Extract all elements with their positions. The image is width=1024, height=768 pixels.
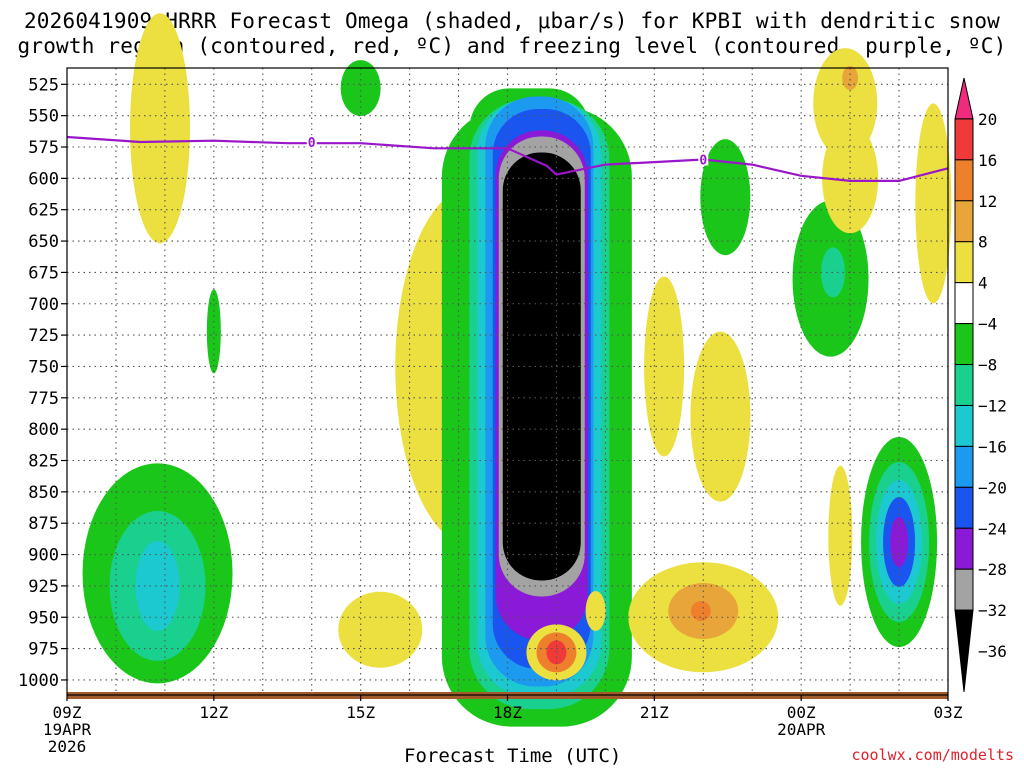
omega-region-left-cyan xyxy=(135,540,180,631)
y-tick-label-525: 525 xyxy=(28,75,59,95)
colorbar-segment-12 xyxy=(954,568,974,611)
freezing-level-contour: 00 xyxy=(66,134,949,182)
colorbar-label-9: −20 xyxy=(978,478,1007,497)
x-tick-date-00Z: 20APR xyxy=(777,720,826,739)
x-axis-label: Forecast Time (UTC) xyxy=(404,745,622,767)
axes: 525 550 575 600 625 650 675 700 725 750 775 800 825 8… xyxy=(18,67,963,756)
colorbar-segment-9 xyxy=(954,445,974,488)
omega-region-yellow-23z xyxy=(690,331,751,502)
x-tick-label-21Z: 21Z xyxy=(640,703,669,722)
x-tick-label-03Z: 03Z xyxy=(934,703,963,722)
x-tick-label-12Z: 12Z xyxy=(199,703,228,722)
colorbar-label-12: −32 xyxy=(978,601,1007,620)
y-tick-label-750: 750 xyxy=(28,357,59,377)
x-tick-label-18Z: 18Z xyxy=(493,703,522,722)
colorbar-segment-5 xyxy=(954,282,974,325)
colorbar-top-triangle xyxy=(954,77,974,120)
colorbar-label-13: −36 xyxy=(978,642,1007,661)
freezing-level-line xyxy=(66,135,949,182)
omega-region-upper-yellow xyxy=(129,13,190,244)
omega-region-top-yellow-right xyxy=(813,48,878,159)
omega-region-small-yellow xyxy=(585,590,606,631)
colorbar-segment-6 xyxy=(954,323,974,366)
y-tick-label-725: 725 xyxy=(28,326,59,346)
y-tick-label-550: 550 xyxy=(28,107,59,127)
colorbar-label-2: 12 xyxy=(978,192,997,211)
y-tick-label-600: 600 xyxy=(28,169,59,189)
colorbar-segment-2 xyxy=(954,159,974,202)
colorbar-segment-11 xyxy=(954,527,974,570)
y-tick-label-650: 650 xyxy=(28,232,59,252)
y-tick-label-975: 975 xyxy=(28,640,59,660)
colorbar-bottom-triangle xyxy=(954,609,974,693)
y-tick-label-800: 800 xyxy=(28,420,59,440)
colorbar-label-10: −24 xyxy=(978,519,1007,538)
colorbar-label-0: 20 xyxy=(978,110,997,129)
colorbar-label-6: −8 xyxy=(978,356,997,375)
y-tick-label-850: 850 xyxy=(28,483,59,503)
omega-region-top-green xyxy=(340,60,381,117)
credit-text: coolwx.com/modelts xyxy=(851,746,1014,764)
y-tick-label-625: 625 xyxy=(28,201,59,221)
freezing-label-0: 0 xyxy=(308,136,316,151)
y-tick-label-950: 950 xyxy=(28,608,59,628)
freezing-label-bg-1 xyxy=(698,152,709,166)
y-tick-label-875: 875 xyxy=(28,514,59,534)
omega-region-green-streak xyxy=(206,289,221,374)
colorbar-label-3: 8 xyxy=(978,233,988,252)
y-tick-label-1000: 1000 xyxy=(18,671,59,691)
y-tick-label-775: 775 xyxy=(28,389,59,409)
x-tick-date-09Z: 19APR xyxy=(43,720,92,739)
grid-lines xyxy=(67,68,948,695)
colorbar-segment-8 xyxy=(954,404,974,447)
colorbar-segment-4 xyxy=(954,241,974,284)
colorbar-label-4: 4 xyxy=(978,274,988,293)
colorbar-segment-3 xyxy=(954,200,974,243)
omega-region-top-gold-right xyxy=(842,66,859,91)
colorbar-label-8: −16 xyxy=(978,437,1007,456)
colorbar-label-5: −4 xyxy=(978,315,997,334)
colorbar-label-7: −12 xyxy=(978,396,1007,415)
omega-region-lower-warm-orange xyxy=(690,600,711,621)
colorbar-segment-7 xyxy=(954,364,974,406)
y-tick-label-575: 575 xyxy=(28,138,59,158)
y-tick-label-675: 675 xyxy=(28,263,59,283)
colorbar-label-1: 16 xyxy=(978,151,997,170)
x-tick-year-09Z: 2026 xyxy=(48,737,87,756)
omega-region-right-edge-yellow xyxy=(915,103,952,304)
chart-title-line1: 2026041909 HRRR Forecast Omega (shaded, … xyxy=(23,9,1001,33)
omega-shading xyxy=(67,13,952,727)
freezing-label-bg-0 xyxy=(306,134,317,148)
y-tick-label-825: 825 xyxy=(28,452,59,472)
colorbar-label-11: −28 xyxy=(978,560,1007,579)
colorbar-segment-1 xyxy=(954,118,974,161)
omega-region-green-22z xyxy=(700,139,751,256)
y-tick-label-700: 700 xyxy=(28,295,59,315)
y-tick-label-900: 900 xyxy=(28,546,59,566)
x-tick-label-00Z: 00Z xyxy=(787,703,816,722)
colorbar-segment-10 xyxy=(954,486,974,529)
colorbar: 20 16 12 8 4 −4 −8 −12 −16 −20 −24 −28 −32 −36 xyxy=(954,77,1007,693)
omega-updraft-core xyxy=(502,152,581,581)
y-tick-label-925: 925 xyxy=(28,577,59,597)
freezing-label-1: 0 xyxy=(699,154,707,169)
x-tick-label-09Z: 09Z xyxy=(53,703,82,722)
x-tick-label-15Z: 15Z xyxy=(346,703,375,722)
omega-region-narrow-yellow xyxy=(828,465,853,606)
